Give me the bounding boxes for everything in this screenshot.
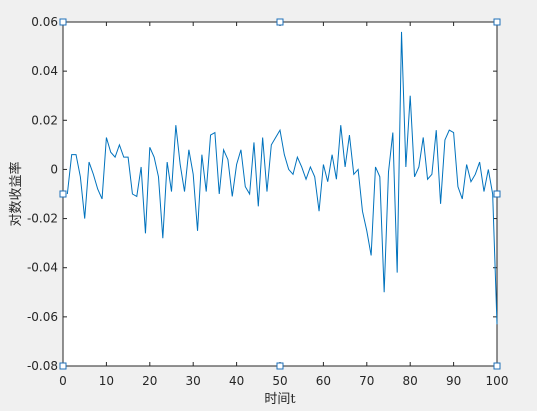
- selection-handle: [276, 18, 284, 26]
- x-tick-label: 0: [59, 374, 67, 388]
- y-tick-label: 0.06: [31, 15, 58, 29]
- x-axis-label: 时间t: [264, 392, 296, 407]
- x-tick-label: 20: [142, 374, 157, 388]
- selection-handle: [493, 18, 501, 26]
- y-tick-label: 0.02: [31, 113, 58, 127]
- y-axis-label: 对数收益率: [8, 161, 24, 226]
- selection-handle: [59, 362, 67, 370]
- x-tick-label: 80: [403, 374, 418, 388]
- y-tick-label: 0: [50, 162, 58, 176]
- selection-handle: [59, 18, 67, 26]
- x-tick-label: 60: [316, 374, 331, 388]
- selection-handle: [493, 362, 501, 370]
- x-tick-label: 100: [486, 374, 509, 388]
- plot-area: [62, 21, 498, 367]
- x-tick-label: 50: [272, 374, 287, 388]
- selection-handle: [493, 190, 501, 198]
- data-line: [66, 31, 498, 325]
- x-tick-label: 10: [99, 374, 114, 388]
- x-tick-label: 90: [446, 374, 461, 388]
- y-tick-label: 0.04: [31, 64, 58, 78]
- y-tick-label: -0.04: [27, 261, 58, 275]
- x-tick-label: 30: [186, 374, 201, 388]
- y-tick-label: -0.08: [27, 359, 58, 373]
- y-tick-label: -0.06: [27, 310, 58, 324]
- y-tick-label: -0.02: [27, 212, 58, 226]
- selection-handle: [59, 190, 67, 198]
- selection-handle: [276, 362, 284, 370]
- x-tick-label: 70: [359, 374, 374, 388]
- x-tick-label: 40: [229, 374, 244, 388]
